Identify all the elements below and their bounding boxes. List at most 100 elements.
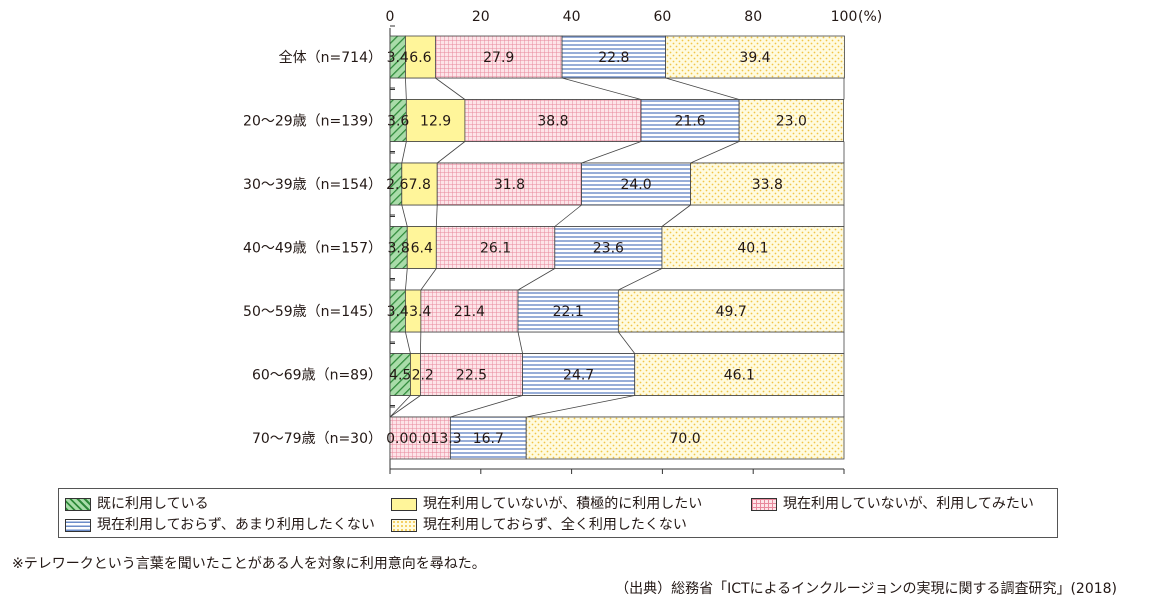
legend-swatch <box>391 497 417 511</box>
bar-segment <box>420 289 519 333</box>
data-label: 3.8 <box>387 241 409 257</box>
data-label: 6.4 <box>411 241 433 257</box>
data-label: 38.8 <box>537 114 568 130</box>
bar-segment <box>738 99 844 142</box>
data-label: 21.4 <box>454 304 485 320</box>
bar-segment <box>405 35 436 79</box>
data-label: 7.8 <box>409 177 431 193</box>
legend-swatch <box>65 518 91 532</box>
x-tick-label: 80 <box>744 9 762 25</box>
data-label: 22.5 <box>456 368 487 384</box>
connector-line <box>389 395 411 418</box>
data-label: 3.4 <box>387 304 409 320</box>
data-label: 39.4 <box>739 50 770 66</box>
data-label: 31.8 <box>494 177 525 193</box>
legend-label: 現在利用していないが、利用してみたい <box>783 496 1034 512</box>
bar-segment <box>581 162 691 206</box>
bar-segment <box>525 416 845 460</box>
legend-swatch <box>391 518 417 532</box>
legend-label: 現在利用しておらず、あまり利用したくない <box>97 517 375 533</box>
data-label: 33.8 <box>752 177 783 193</box>
legend-item-not-much: 現在利用しておらず、あまり利用したくない <box>65 516 375 534</box>
category-label: 30～39歳（n=154） <box>243 177 382 193</box>
bar-segment <box>405 99 466 142</box>
data-label: 3.6 <box>387 114 409 130</box>
bar-segment <box>634 353 845 396</box>
data-label: 3.4 <box>409 304 431 320</box>
bar-segment <box>690 162 845 206</box>
connector-line <box>405 77 407 100</box>
connector-line <box>420 268 437 291</box>
label-layer: 全体（n=714） 3.4 6.6 27.9 22.8 39.4 20～29歳（n=139）… <box>243 49 807 447</box>
legend-label: 現在利用していないが、積極的に利用したい <box>423 496 703 512</box>
category-label: 70～79歳（n=30） <box>252 431 382 447</box>
data-label: 40.1 <box>737 241 768 257</box>
legend-item-not-at-all: 現在利用しておらず、全く利用したくない <box>391 516 687 534</box>
category-label: 60～69歳（n=89） <box>252 368 382 384</box>
connector-line <box>401 141 407 164</box>
connector-line <box>618 331 636 354</box>
connector-line <box>561 77 642 100</box>
source-citation: （出典）総務省「ICTによるインクルージョンの実現に関する調査研究」(2018) <box>615 581 1117 597</box>
bar-segment <box>389 416 451 460</box>
connector-line <box>436 141 466 164</box>
data-label: 23.6 <box>593 241 624 257</box>
bar-segment <box>434 35 563 79</box>
connector-line <box>618 268 663 291</box>
connector-line <box>401 204 408 227</box>
legend-item-want-actively: 現在利用していないが、積極的に利用したい <box>391 495 702 513</box>
connector-line <box>581 141 642 164</box>
data-label: 26.1 <box>480 241 511 257</box>
data-label: 22.8 <box>598 50 629 66</box>
bar-segment <box>449 416 527 460</box>
stacked-bar-chart: 0 20 40 60 80 100 (%) 全体（n=714） 3.4 6.6 27.9 22.8 3… <box>243 9 882 474</box>
data-label: 22.1 <box>553 304 584 320</box>
bar-segment <box>436 162 582 206</box>
category-label: 50～59歳（n=145） <box>243 304 382 320</box>
data-label: 24.7 <box>563 368 594 384</box>
data-label: 16.7 <box>473 431 504 447</box>
connector-line <box>690 141 740 164</box>
data-label: 2.6 <box>386 177 408 193</box>
data-label: 21.6 <box>675 114 706 130</box>
connector-line <box>450 395 523 418</box>
bar-segment <box>665 35 845 79</box>
data-label: 70.0 <box>670 431 701 447</box>
bar-segment <box>640 99 740 142</box>
legend: 既に利用している 現在利用していないが、積極的に利用したい 現在利用していないが… <box>58 488 1058 538</box>
connector-line <box>435 77 466 100</box>
category-label: 20～29歳（n=139） <box>243 114 382 130</box>
x-tick-label: 20 <box>472 9 490 25</box>
category-label: 全体（n=714） <box>279 49 382 66</box>
data-label: 0.0 <box>409 431 431 447</box>
connector-line <box>554 204 582 227</box>
connector-line <box>389 395 421 418</box>
bar-segment <box>517 289 619 333</box>
bar-segment <box>554 226 663 269</box>
legend-swatch <box>751 497 777 511</box>
bar-layer <box>389 35 845 460</box>
data-label: 23.0 <box>776 114 807 130</box>
data-label: 2.2 <box>412 368 434 384</box>
bar-segment <box>464 99 642 142</box>
footnote: ※テレワークという言葉を聞いたことがある人を対象に利用意向を尋ねた。 <box>12 556 486 572</box>
connector-line <box>517 331 523 354</box>
data-label: 49.7 <box>716 304 747 320</box>
data-label: 27.9 <box>483 50 514 66</box>
legend-swatch <box>65 497 91 511</box>
connector-line <box>526 395 635 418</box>
connector-line <box>665 77 740 100</box>
connector-line <box>405 331 411 354</box>
legend-item-want-to-try: 現在利用していないが、利用してみたい <box>751 495 1034 513</box>
x-unit-label: (%) <box>858 9 882 25</box>
bar-segment <box>401 162 438 206</box>
legend-label: 既に利用している <box>97 496 209 512</box>
x-tick-label: 100 <box>831 9 858 25</box>
connector-line <box>661 204 691 227</box>
x-tick-label: 0 <box>386 9 395 25</box>
data-label: 13.3 <box>430 431 461 447</box>
data-label: 0.0 <box>386 431 408 447</box>
data-label: 6.6 <box>409 50 431 66</box>
bar-segment <box>617 289 845 333</box>
bar-segment <box>561 35 666 79</box>
